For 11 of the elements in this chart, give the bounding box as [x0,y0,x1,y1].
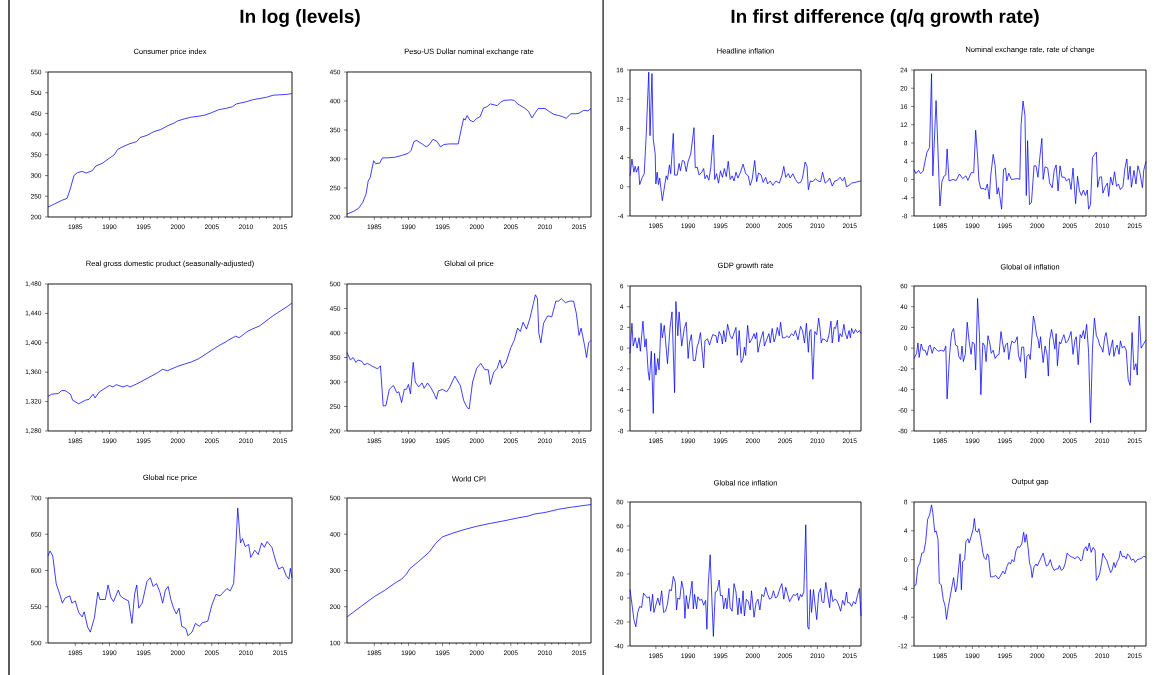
line-series [346,99,592,215]
line-series [913,73,1147,210]
line-series [47,507,293,637]
line-series [629,301,862,414]
line-series [346,294,592,410]
line-series [913,298,1147,424]
text: In first difference (q/q growth rate) [731,9,1039,27]
line-series [913,504,1147,620]
text: In log (levels) [240,9,360,27]
line-series [346,504,592,618]
line-series [629,71,862,202]
